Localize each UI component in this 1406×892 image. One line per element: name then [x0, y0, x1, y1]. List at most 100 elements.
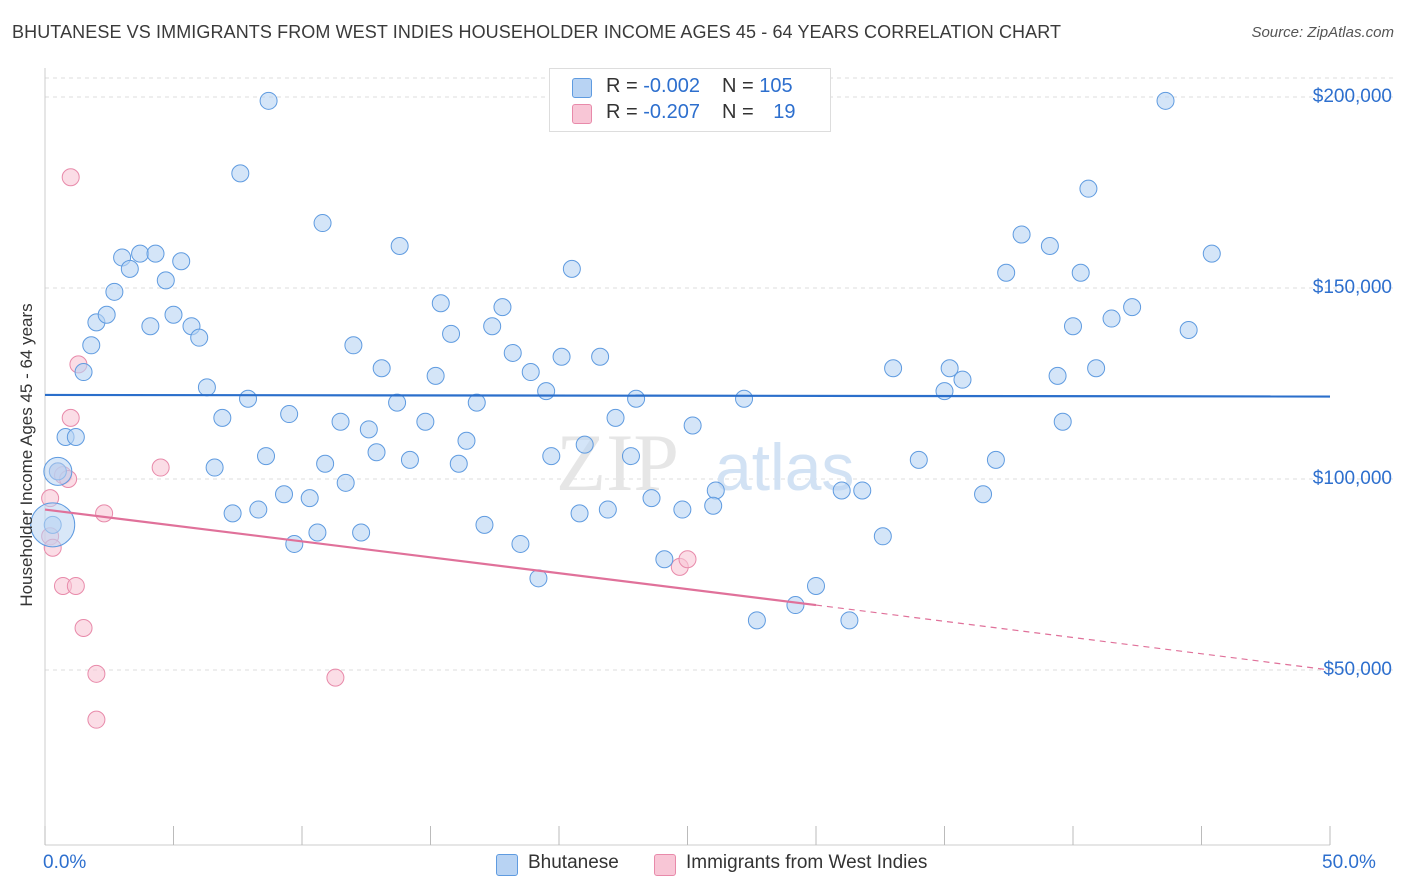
bhutanese-point [359, 420, 378, 439]
west-indies-point [326, 668, 345, 687]
bhutanese-point [997, 263, 1016, 282]
immigrants-west-indies-points [41, 168, 697, 729]
source-credit: Source: ZipAtlas.com [1251, 24, 1394, 41]
bhutanese-point [82, 336, 101, 355]
bhutanese-point [655, 550, 674, 569]
bhutanese-point [400, 450, 419, 469]
west-indies-point [66, 576, 85, 595]
bhutanese-point [146, 244, 165, 263]
bhutanese-point [231, 164, 250, 183]
bhutanese-point [832, 481, 851, 500]
legend-stats-text: R = -0.002 N = 105 [606, 75, 793, 98]
y-tick-label: $200,000 [1312, 86, 1392, 107]
bhutanese-point [575, 435, 594, 454]
bhutanese-point [521, 363, 540, 382]
bhutanese-point [493, 298, 512, 317]
chart-title: BHUTANESE VS IMMIGRANTS FROM WEST INDIES… [12, 22, 1062, 42]
legend-r-label: R = [606, 101, 644, 123]
bhutanese-point [953, 370, 972, 389]
bhutanese-point [909, 450, 928, 469]
bhutanese-point [542, 447, 561, 466]
legend-stats-text: R = -0.207 N = 19 [606, 101, 795, 124]
legend-swatch-pink [654, 854, 676, 876]
bhutanese-point [1102, 309, 1121, 328]
bhutanese-point [853, 481, 872, 500]
bhutanese-point [884, 359, 903, 378]
bhutanese-point [537, 382, 556, 401]
bhutanese-point [1048, 366, 1067, 385]
bhutanese-point [131, 244, 150, 263]
bhutanese-point [683, 416, 702, 435]
bhutanese-point [97, 305, 116, 324]
legend-r-value: -0.002 [643, 75, 700, 97]
west-indies-point [74, 618, 93, 637]
bhutanese-point [372, 359, 391, 378]
bhutanese-point [570, 504, 589, 523]
bhutanese-point [239, 389, 258, 408]
bhutanese-point [120, 259, 139, 278]
watermark-zip: ZIP [556, 417, 679, 508]
bhutanese-point [562, 259, 581, 278]
west-indies-point [95, 504, 114, 523]
bhutanese-point [598, 500, 617, 519]
bhutanese-point [205, 458, 224, 477]
bhutanese-point [164, 305, 183, 324]
bhutanese-point [1179, 321, 1198, 340]
bhutanese-point [1123, 298, 1142, 317]
stats-legend: R = -0.002 N = 105 R = -0.207 N = 19 [549, 68, 831, 132]
bhutanese-point [344, 336, 363, 355]
x-tick-label-min: 0.0% [43, 852, 87, 873]
y-tick-label: $100,000 [1312, 468, 1392, 489]
bhutanese-point [275, 485, 294, 504]
bhutanese-point [457, 431, 476, 450]
bhutanese-point [807, 576, 825, 595]
bhutanese-trend-line [44, 393, 1331, 398]
bhutanese-point [1079, 179, 1098, 198]
bhutanese-point [105, 282, 124, 301]
west-indies-point [678, 550, 697, 569]
bhutanese-point [367, 443, 386, 462]
bhutanese-point [300, 489, 319, 508]
bhutanese-point [873, 527, 892, 546]
bhutanese-point [621, 447, 640, 466]
bhutanese-point [747, 611, 766, 630]
west-indies-point [87, 664, 106, 683]
watermark-atlas: atlas [715, 430, 854, 504]
legend-swatch-blue [496, 854, 518, 876]
west-indies-point [61, 408, 80, 427]
bhutanese-point [467, 393, 486, 412]
legend-n-label: N = [721, 75, 760, 97]
bhutanese-point [552, 347, 571, 366]
x-tick-label-max: 50.0% [1322, 852, 1376, 873]
bhutanese-point [336, 473, 355, 492]
legend-swatch-blue [572, 78, 592, 98]
bhutanese-point [197, 378, 216, 397]
bhutanese-point [66, 427, 85, 446]
bhutanese-point [642, 489, 661, 508]
series-legend: Bhutanese Immigrants from West Indies [0, 852, 1406, 878]
bhutanese-point [1202, 244, 1221, 263]
bhutanese-point [1064, 317, 1082, 336]
bhutanese-point [390, 236, 409, 255]
bhutanese-point [706, 481, 725, 500]
legend-label: Immigrants from West Indies [686, 852, 928, 873]
west-indies-trend-extension [815, 604, 1331, 671]
bhutanese-point [172, 252, 191, 271]
bhutanese-point [1087, 359, 1106, 378]
legend-label: Bhutanese [528, 852, 619, 873]
bhutanese-point [511, 534, 530, 553]
bhutanese-point [352, 523, 371, 542]
y-axis-label: Householder Income Ages 45 - 64 years [17, 303, 36, 607]
bhutanese-points [30, 91, 1221, 630]
axes [44, 68, 1331, 846]
bhutanese-point [308, 523, 327, 542]
bhutanese-point [1156, 91, 1175, 110]
west-indies-trend-line [44, 508, 817, 607]
bhutanese-point [316, 454, 335, 473]
y-tick-label: $50,000 [1323, 659, 1392, 680]
grid-lines [45, 77, 1394, 671]
bhutanese-point [673, 500, 692, 519]
bhutanese-point [74, 363, 93, 382]
legend-n-label: N = [721, 101, 760, 123]
